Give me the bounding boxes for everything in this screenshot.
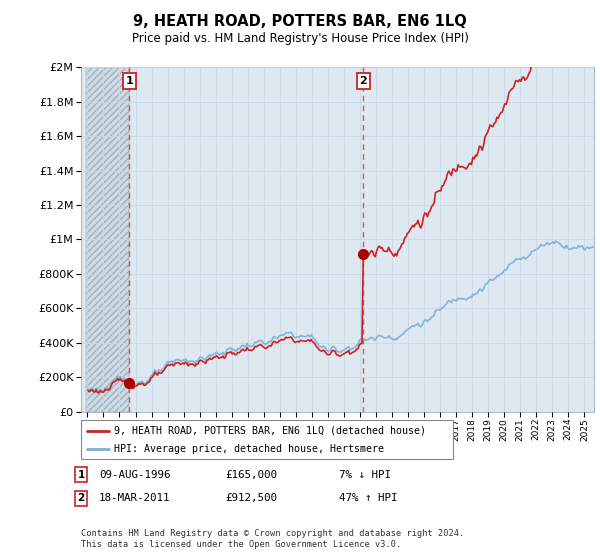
Text: 9, HEATH ROAD, POTTERS BAR, EN6 1LQ (detached house): 9, HEATH ROAD, POTTERS BAR, EN6 1LQ (det… bbox=[115, 426, 427, 436]
Text: 2: 2 bbox=[359, 76, 367, 86]
Text: 1: 1 bbox=[77, 470, 85, 480]
Text: £165,000: £165,000 bbox=[225, 470, 277, 480]
Text: 47% ↑ HPI: 47% ↑ HPI bbox=[339, 493, 397, 503]
Text: 2: 2 bbox=[77, 493, 85, 503]
Text: 1: 1 bbox=[125, 76, 133, 86]
Bar bbox=[86, 67, 129, 412]
Bar bbox=[86, 67, 129, 412]
Text: Contains HM Land Registry data © Crown copyright and database right 2024.
This d: Contains HM Land Registry data © Crown c… bbox=[81, 529, 464, 549]
Text: 18-MAR-2011: 18-MAR-2011 bbox=[99, 493, 170, 503]
Text: 9, HEATH ROAD, POTTERS BAR, EN6 1LQ: 9, HEATH ROAD, POTTERS BAR, EN6 1LQ bbox=[133, 14, 467, 29]
Text: HPI: Average price, detached house, Hertsmere: HPI: Average price, detached house, Hert… bbox=[115, 444, 385, 454]
Text: 09-AUG-1996: 09-AUG-1996 bbox=[99, 470, 170, 480]
Text: Price paid vs. HM Land Registry's House Price Index (HPI): Price paid vs. HM Land Registry's House … bbox=[131, 32, 469, 45]
Text: £912,500: £912,500 bbox=[225, 493, 277, 503]
FancyBboxPatch shape bbox=[81, 420, 453, 459]
Text: 7% ↓ HPI: 7% ↓ HPI bbox=[339, 470, 391, 480]
